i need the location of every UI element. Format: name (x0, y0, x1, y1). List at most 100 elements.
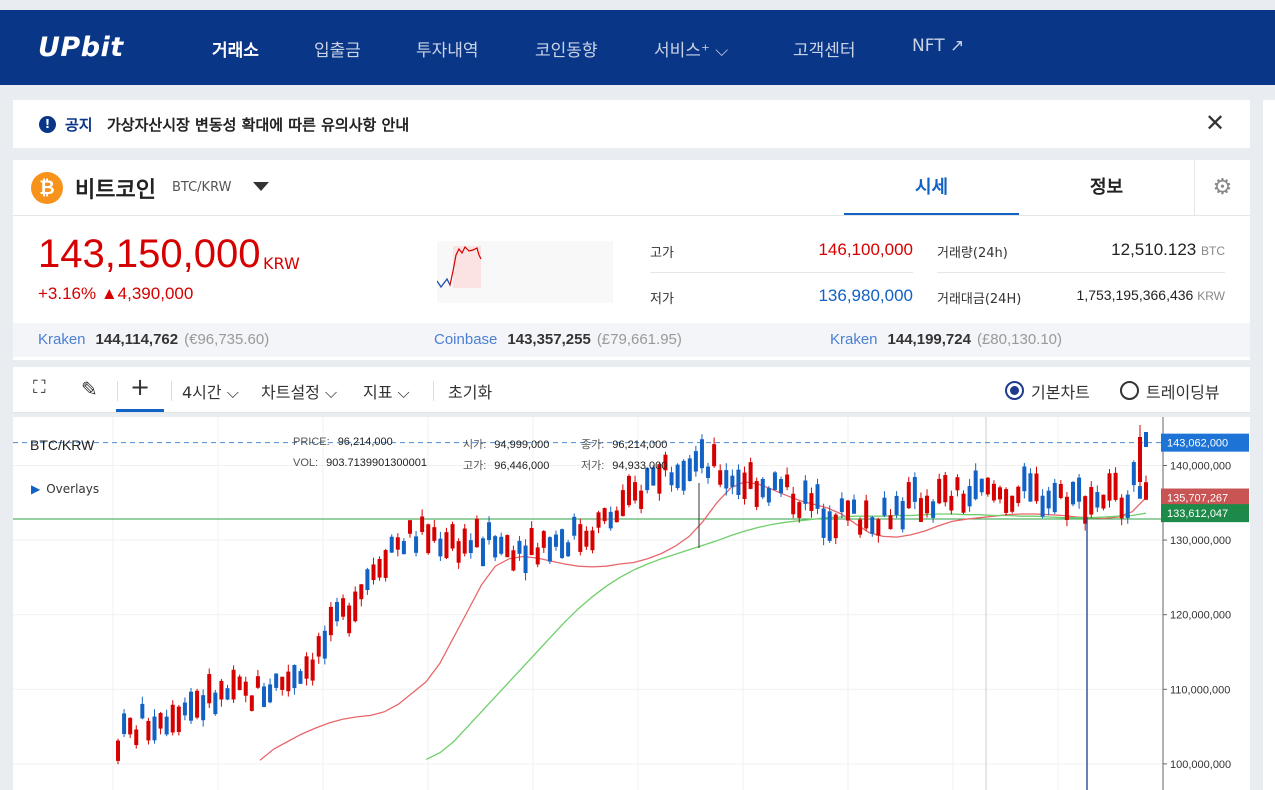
candle-body (797, 502, 802, 518)
coin-summary-panel: ₿ 비트코인 BTC/KRW 시세 정보 ⚙ 143,150,000 KRW +… (13, 160, 1250, 360)
ohlc-price: PRICE: 96,214,000 (293, 436, 393, 448)
candle-body (578, 524, 583, 552)
candle-body (195, 690, 200, 718)
candle-body (1107, 473, 1112, 501)
nav-investments[interactable]: 투자내역 (416, 41, 479, 61)
candle-body (1101, 494, 1106, 509)
fullscreen-icon[interactable]: ⛶ (33, 377, 46, 398)
candle-body (639, 490, 644, 509)
upbit-logo[interactable]: UPbit (38, 32, 124, 63)
coin-dropdown-caret-icon[interactable] (253, 182, 269, 191)
candle-body (1052, 482, 1057, 513)
candle-body (985, 477, 990, 495)
candle-body (979, 478, 984, 493)
tab-market-price[interactable]: 시세 (844, 160, 1019, 216)
candle-body (438, 538, 443, 557)
basic-chart-label[interactable]: 기본차트 (1031, 383, 1090, 402)
candle-body (803, 480, 808, 504)
radio-tradingview[interactable] (1120, 381, 1139, 400)
volume-unit: BTC (1201, 244, 1225, 258)
divider (13, 215, 1250, 216)
candle-body (1089, 487, 1094, 515)
interval-dropdown[interactable]: 4시간 ⌵ (182, 383, 239, 402)
overlays-label: Overlays (46, 482, 100, 496)
candle-body (1040, 495, 1045, 517)
exchange-name[interactable]: Kraken (830, 331, 878, 348)
chart-toolbar: ⛶ ✎ + 4시간 ⌵ 차트설정 ⌵ 지표 ⌵ 초기화 기본차트 트레이딩뷰 (13, 367, 1250, 413)
overlays-toggle[interactable]: ▶ Overlays (31, 482, 99, 496)
candle-body (858, 519, 863, 535)
coin-name[interactable]: 비트코인 (75, 178, 156, 203)
candle-body (237, 676, 242, 691)
nav-nft[interactable]: NFT ↗ (912, 36, 965, 56)
close-icon[interactable]: ✕ (1205, 109, 1226, 137)
candle-body (128, 717, 133, 735)
candle-body (480, 538, 485, 567)
right-scrollbar[interactable] (1263, 100, 1275, 790)
candle-body (547, 537, 552, 562)
ohlc-label: 고가: (463, 460, 487, 472)
candle-body (322, 630, 327, 659)
tradingview-label[interactable]: 트레이딩뷰 (1146, 383, 1220, 402)
candle-body (754, 481, 759, 507)
candle-body (967, 486, 972, 507)
candle-body (371, 564, 376, 581)
candle-body (182, 702, 187, 716)
ohlc-label: 시가: (463, 439, 487, 451)
candle-body (864, 500, 869, 529)
candle-body (116, 740, 120, 761)
candle-body (231, 669, 236, 700)
candle-body (1113, 472, 1118, 500)
exchange-name[interactable]: Coinbase (434, 331, 498, 348)
candle-body (912, 477, 917, 502)
indicators-dropdown[interactable]: 지표 ⌵ (363, 383, 410, 402)
nav-exchange[interactable]: 거래소 (212, 41, 259, 61)
candle-body (122, 713, 127, 735)
ma-short-label: 135,707,267 (1167, 493, 1228, 505)
nav-services[interactable]: 서비스⁺ ⌵ (654, 41, 729, 61)
active-tool-indicator (116, 409, 164, 412)
exchange-alt-price: (£79,661.95) (596, 331, 682, 348)
crosshair-icon[interactable]: + (130, 373, 151, 401)
exchange-name[interactable]: Kraken (38, 331, 86, 348)
trade-value-label: 거래대금(24H) (937, 292, 1022, 307)
candle-body (718, 470, 723, 485)
gear-icon[interactable]: ⚙ (1194, 160, 1250, 216)
candle-body (706, 466, 711, 479)
candle-body (772, 472, 777, 490)
candle-body (316, 636, 321, 657)
ma-long-tag (1161, 504, 1249, 523)
volume-number: 12,510.123 (1111, 240, 1197, 259)
exchange-price-item: Kraken 144,114,762 (€96,735.60) (38, 331, 269, 348)
candle-body (420, 516, 425, 532)
candle-body (334, 601, 339, 622)
candle-body (1144, 482, 1148, 500)
chart-settings-dropdown[interactable]: 차트설정 ⌵ (261, 383, 338, 402)
divider (433, 381, 434, 401)
bitcoin-icon: ₿ (31, 172, 63, 204)
tab-info[interactable]: 정보 (1089, 177, 1124, 198)
exchange-price: 144,114,762 (95, 331, 179, 348)
nav-coin-trends[interactable]: 코인동향 (535, 41, 598, 61)
candle-body (566, 542, 571, 557)
candle-body (955, 477, 960, 491)
pencil-icon[interactable]: ✎ (81, 377, 98, 401)
current-price: 143,150,000 (38, 232, 261, 276)
exchange-price: 144,199,724 (887, 331, 971, 348)
notice-link[interactable]: 가상자산시장 변동성 확대에 따른 유의사항 안내 (107, 116, 410, 134)
candle-body (395, 537, 400, 550)
nav-customer-center[interactable]: 고객센터 (793, 41, 856, 61)
price-chart[interactable]: 140,000,000 130,000,000 120,000,000 110,000… (13, 417, 1250, 790)
reset-button[interactable]: 초기화 (448, 383, 493, 402)
nav-deposit-withdraw[interactable]: 입출금 (314, 41, 361, 61)
candle-body (529, 528, 534, 556)
candle-body (286, 671, 291, 692)
candle-body (852, 499, 857, 514)
candle-body (626, 475, 631, 506)
ohlc-low: 저가: 94,933,000 (581, 457, 667, 473)
candle-body (280, 676, 285, 690)
radio-basic-chart[interactable] (1005, 381, 1024, 400)
candle-body (444, 532, 449, 559)
candle-body (1046, 490, 1051, 509)
price-chart-svg[interactable]: 140,000,000 130,000,000 120,000,000 110,000… (13, 417, 1250, 790)
